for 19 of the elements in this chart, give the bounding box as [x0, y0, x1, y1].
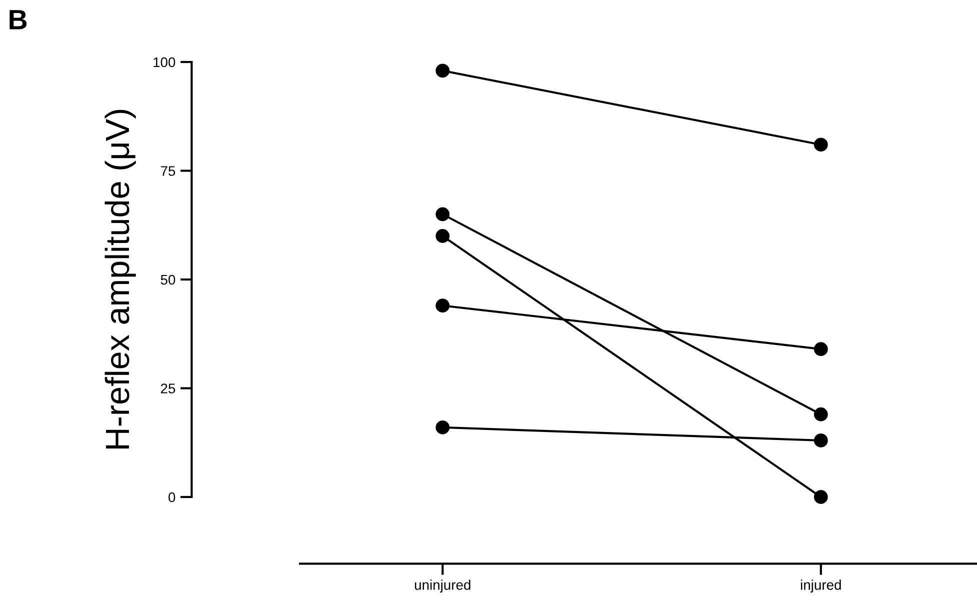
- y-tick-label: 25: [160, 384, 176, 394]
- point: [814, 490, 828, 504]
- x-tick-label: uninjured: [414, 580, 470, 593]
- text: B: [10, 10, 27, 30]
- x-tick-label: injured: [800, 580, 841, 593]
- point: [814, 138, 828, 152]
- y-tick-label: 75: [160, 166, 176, 176]
- point: [436, 229, 450, 243]
- y-tick-label: 50: [160, 274, 176, 285]
- point: [436, 420, 450, 434]
- point: [436, 298, 450, 313]
- point: [814, 407, 828, 422]
- point: [436, 64, 450, 78]
- point: [814, 342, 828, 356]
- point: [814, 434, 828, 448]
- point: [436, 207, 450, 222]
- y-axis-title: H-reflex amplitude (μV): [104, 110, 136, 448]
- y-tick-label: 0: [168, 492, 176, 502]
- y-tick-label: 100: [154, 57, 176, 68]
